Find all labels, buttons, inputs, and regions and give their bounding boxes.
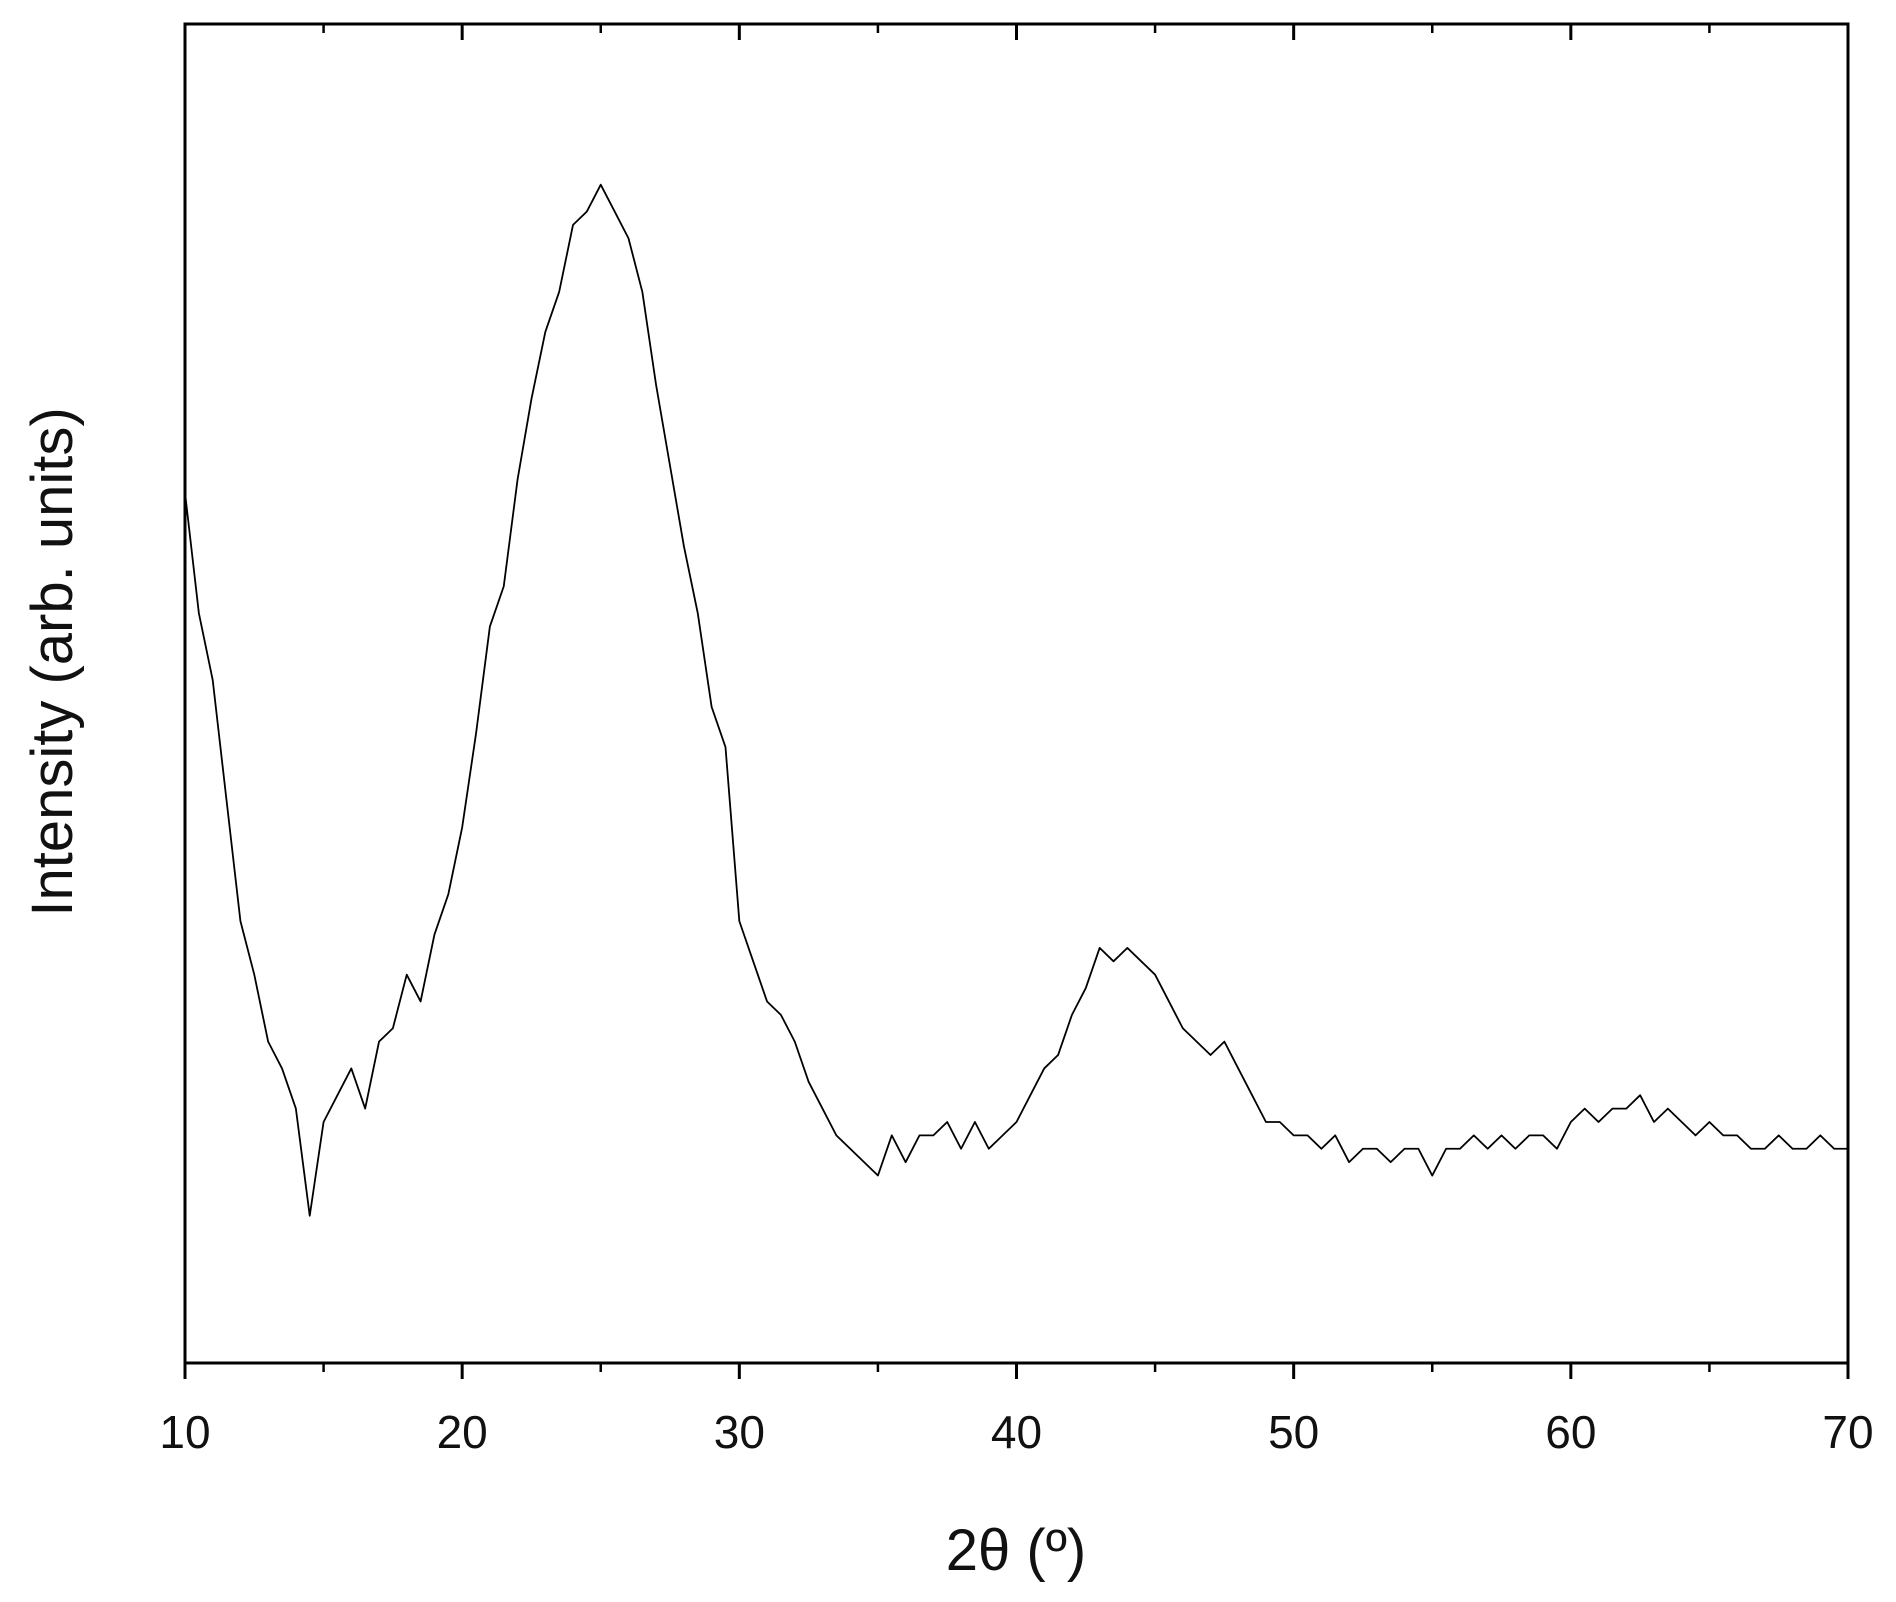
y-axis-label: Intensity (arb. units) <box>20 407 85 916</box>
x-axis-label: 2θ (º) <box>946 1518 1086 1583</box>
x-tick-label: 40 <box>991 1406 1042 1458</box>
x-tick-label: 30 <box>714 1406 765 1458</box>
x-tick-label: 10 <box>159 1406 210 1458</box>
x-tick-label: 50 <box>1268 1406 1319 1458</box>
plot-frame <box>183 22 1850 1365</box>
x-tick-label: 60 <box>1545 1406 1596 1458</box>
x-tick-label: 20 <box>437 1406 488 1458</box>
x-tick-label: 70 <box>1822 1406 1873 1458</box>
data-line <box>184 183 1848 1217</box>
